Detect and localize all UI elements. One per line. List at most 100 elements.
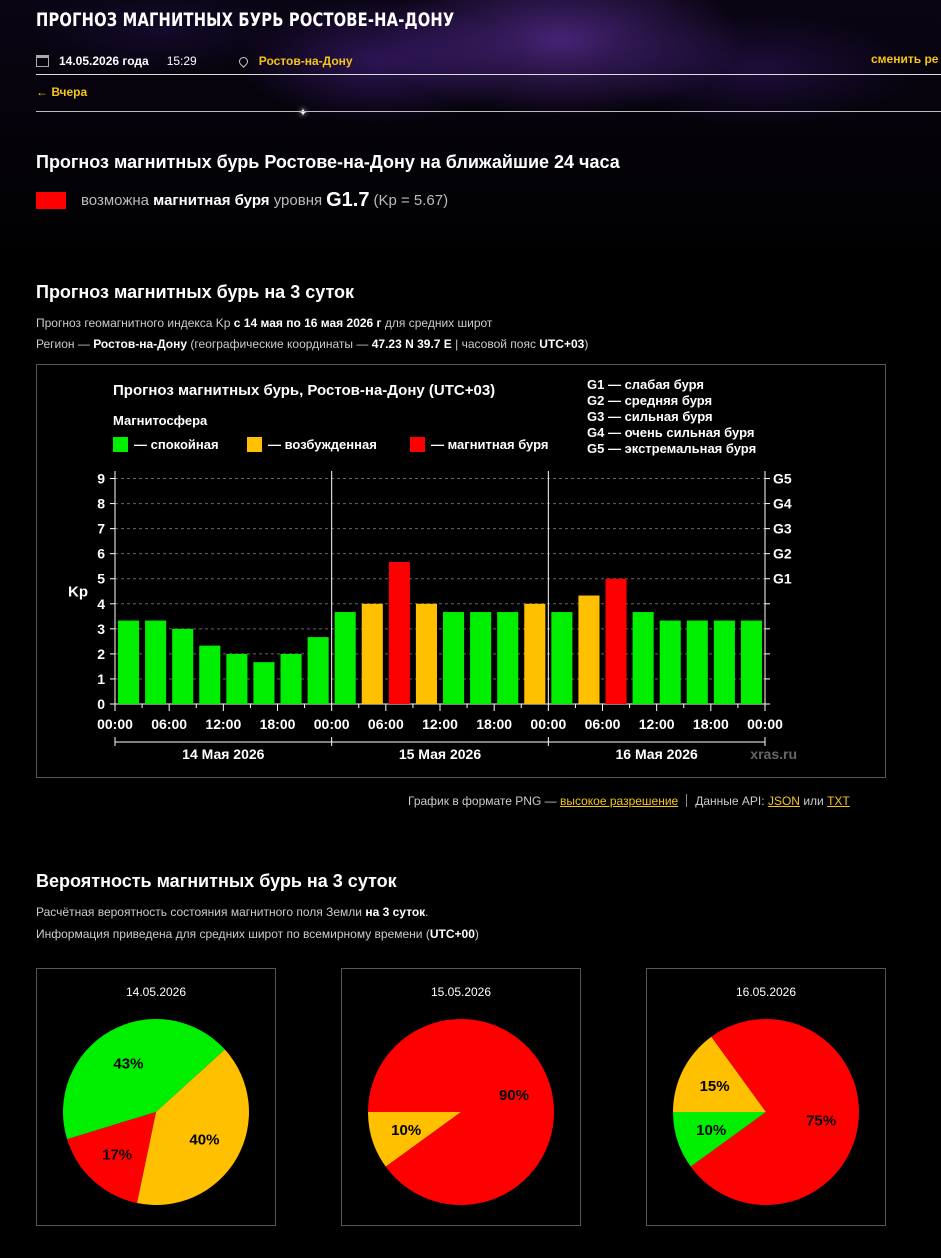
prob-text: ) [474,927,479,941]
kp-bar [280,653,302,704]
pie-card-day1: 14.05.2026 43% 40% 17% [36,968,276,1226]
date-location-bar: 14.05.2026 года 15:29 Ростов-на-Дону [36,52,353,70]
y-tick-label: 9 [97,471,105,487]
kp-bar [388,561,410,704]
kp-bar [686,620,708,704]
kp-bar [524,603,546,704]
time-tick-label: 00:00 [747,716,783,732]
y-tick-label: 0 [97,696,105,712]
txt-link[interactable]: TXT [827,794,850,808]
pie-slice [368,1112,461,1167]
change-region-link[interactable]: сменить ре [871,52,939,66]
json-link[interactable]: JSON [767,794,800,808]
or-text: или [803,794,824,808]
kp-bar [470,612,492,704]
storm-level-swatch [36,191,66,209]
pie-slice [690,1019,859,1205]
time-tick-label: 18:00 [476,716,512,732]
g-scale-legend-item: G1 — слабая буря [587,377,704,392]
kp-bar [226,653,248,704]
pie-slice [368,1019,554,1205]
y-tick-label: 4 [97,596,105,612]
pie-slice-label: 17% [102,1147,132,1164]
y-tick-label: 5 [97,571,105,587]
kp-bar [659,620,681,704]
pie-slice [673,1112,766,1167]
time-tick-label: 06:00 [151,716,187,732]
pie-slice-label: 15% [700,1078,730,1095]
prob-period: на 3 суток [365,905,426,919]
legend-label: — магнитная буря [431,437,548,452]
sparkle-icon: ✦ [298,107,308,119]
kp-bar [199,645,221,704]
forecast-24h-heading: Прогноз магнитных бурь Ростове-на-Дону н… [36,152,620,172]
day-label: 15 Мая 2026 [399,746,481,762]
y-tick-label: 2 [97,646,105,662]
region-text: ) [584,337,589,351]
pie-slice-label: 10% [391,1122,421,1139]
kp-bar [443,612,465,704]
y-tick-label: 8 [97,496,105,512]
legend-label: — возбужденная [268,437,377,452]
kp-bar [415,603,437,704]
api-prefix: Данные API: [695,794,765,808]
pie-slice [62,1019,225,1140]
kp-bar [605,578,627,704]
day-label: 14 Мая 2026 [182,746,264,762]
kp-bar [632,612,654,704]
g-tick-label: G3 [773,521,792,537]
city-link[interactable]: Ростов-на-Дону [258,54,353,68]
png-hires-link[interactable]: высокое разрешение [559,794,679,808]
forecast-level-prefix: уровня [273,191,323,209]
pie-chart: 10% 15% 75% [673,1019,859,1205]
kp-bar [740,620,762,704]
location-pin-icon [236,54,250,68]
kp-bar [145,620,167,704]
calendar-icon [36,55,49,67]
pie-slice-label: 75% [806,1113,836,1130]
region-name: Ростов-на-Дону [93,337,188,351]
g-scale-legend-item: G2 — средняя буря [587,393,712,408]
pie-date: 14.05.2026 [125,985,187,999]
day-label: 16 Мая 2026 [616,746,698,762]
png-prefix: График в формате PNG — [408,794,557,808]
kp-forecast-chart: Прогноз магнитных бурь, Ростов-на-Дону (… [36,364,886,778]
time-tick-label: 00:00 [314,716,350,732]
kp-bar [713,620,735,704]
legend-swatch [113,437,128,452]
chart-title: Прогноз магнитных бурь, Ростов-на-Дону (… [113,382,495,399]
time-tick-label: 12:00 [205,716,241,732]
pie-slice [136,1049,249,1205]
kp-bar [334,612,356,704]
time-tick-label: 06:00 [368,716,404,732]
pie-chart: 43% 40% 17% [62,1019,249,1205]
legend-swatch [410,437,425,452]
kp-bar [361,603,383,704]
probability-desc: Расчётная вероятность состояния магнитно… [36,905,429,919]
storm-level-value: G1.7 [326,188,370,211]
divider [36,74,941,75]
pie-card-day3: 16.05.2026 10% 15% 75% [646,968,886,1226]
export-links: График в формате PNG — высокое разрешени… [408,794,850,808]
pie-chart: 10% 90% [368,1019,554,1205]
region-text: Регион — [36,337,90,351]
page-title: ПРОГНОЗ МАГНИТНЫХ БУРЬ РОСТОВЕ-НА-ДОНУ [36,9,455,31]
g-tick-label: G4 [773,496,792,512]
pie-slice-label: 43% [113,1055,143,1072]
pie-slice-label: 90% [499,1087,529,1104]
time-tick-label: 00:00 [97,716,133,732]
pie-slice [67,1112,156,1204]
yesterday-link[interactable]: ← Вчера [36,85,88,99]
pie-date: 16.05.2026 [735,985,797,999]
time-tick-label: 18:00 [693,716,729,732]
time-tick-label: 06:00 [585,716,621,732]
y-tick-label: 7 [97,521,105,537]
region-text: | часовой пояс [455,337,536,351]
g-tick-label: G1 [773,571,792,587]
hero-background [0,0,941,260]
separator [686,794,688,807]
kp-value: (Kp = 5.67) [373,191,449,209]
g-tick-label: G5 [773,471,792,487]
kp-bar [551,612,573,704]
kp-bar [307,637,329,704]
